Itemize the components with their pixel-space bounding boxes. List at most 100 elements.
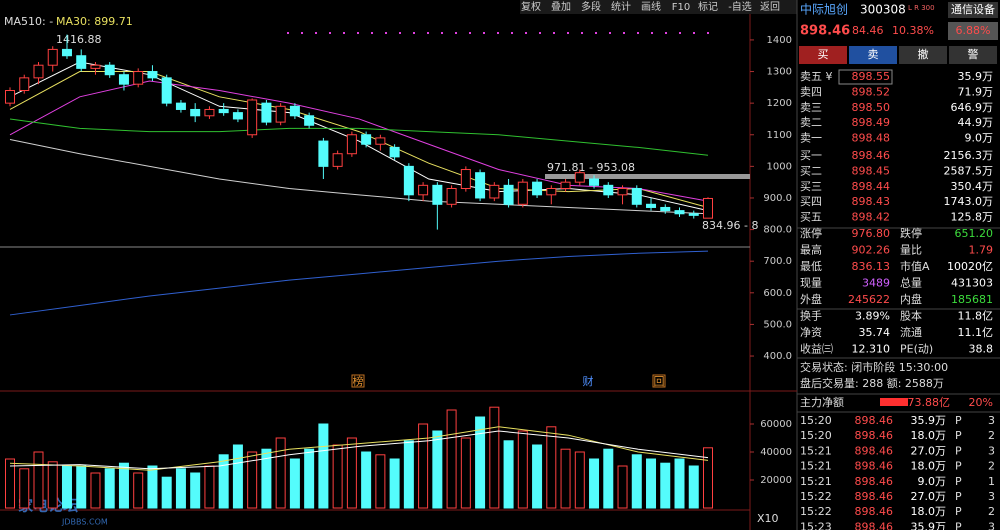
order-volume: 125.8万 (951, 211, 994, 224)
tick-flag: P (955, 460, 962, 473)
order-level: 买一 (800, 149, 822, 162)
toolbar-button[interactable]: F10 (672, 2, 690, 13)
candle-body (275, 105, 286, 123)
toolbar-button[interactable]: 画线 (641, 0, 661, 13)
order-level: 卖四 (800, 85, 822, 98)
dot (539, 32, 541, 34)
order-price: 898.48 (852, 132, 891, 145)
order-volume: 2156.3万 (944, 149, 994, 162)
candle-body (688, 213, 699, 216)
status: 盘后交易量: 288 额: 2588万 (800, 376, 944, 390)
tick-price: 898.46 (855, 520, 894, 530)
range-band (545, 174, 750, 179)
volume-bar (532, 444, 543, 509)
annotation: 1416.88 (56, 33, 102, 46)
last-price: 898.46 (800, 24, 850, 39)
dot (497, 32, 499, 34)
dot (553, 32, 555, 34)
dot (595, 32, 597, 34)
toolbar-button[interactable]: 返回 (760, 1, 780, 13)
trade-button-label[interactable]: 卖 (868, 48, 879, 61)
toolbar-button[interactable]: 标记 (698, 1, 718, 13)
volume-bar (161, 476, 172, 509)
tick-price: 898.46 (855, 475, 894, 488)
dot (693, 32, 695, 34)
stat-label: 流通 (900, 325, 922, 339)
y-tick-label: 1400 (767, 35, 792, 46)
tick-price: 898.46 (855, 490, 894, 503)
volume-bar (503, 440, 514, 509)
tick-volume: 18.0万 (911, 460, 947, 473)
trade-button[interactable] (849, 46, 897, 64)
dot (455, 32, 457, 34)
badge: L R 300 (908, 4, 935, 12)
trade-button[interactable] (799, 46, 847, 64)
flow-bar (880, 398, 908, 406)
candle-body (161, 77, 172, 104)
candle-body (503, 184, 514, 205)
stat-label: 量比 (900, 244, 922, 257)
y-tick-label: 500.0 (763, 319, 792, 330)
order-level: 买三 (800, 180, 822, 193)
volume-bar (574, 451, 585, 509)
trade-button[interactable] (949, 46, 997, 64)
volume-bar (19, 468, 30, 509)
volume-bar (460, 437, 471, 509)
candle-body (133, 71, 144, 85)
stat-value: 38.8 (969, 343, 994, 356)
stat-value: 11.1亿 (958, 326, 994, 339)
candle-body (517, 181, 528, 205)
volume-bar (90, 472, 101, 509)
y-tick-label: 900.0 (763, 193, 792, 204)
change: 84.46 (852, 24, 884, 37)
toolbar-button[interactable]: 叠加 (551, 1, 571, 13)
volume-bar (232, 444, 243, 509)
ma-legend: MA30: 899.71 (56, 15, 133, 28)
stat-value: 651.20 (955, 227, 994, 240)
candle-body (90, 64, 101, 69)
tick-count: 3 (988, 490, 995, 503)
volume-bar (603, 448, 614, 509)
candle-body (703, 197, 713, 219)
toolbar-button[interactable]: 统计 (611, 0, 631, 13)
candle-body (147, 71, 158, 79)
volume-bar (688, 465, 699, 509)
toolbar-button[interactable]: 复权 (521, 0, 541, 13)
volume-bar (304, 448, 315, 509)
tick-price: 898.46 (855, 414, 894, 427)
toolbar-button[interactable]: -自选 (728, 0, 752, 13)
candle-body (617, 187, 628, 196)
sector-pct: 6.88% (956, 24, 991, 37)
stat-value: 3.89% (855, 310, 890, 323)
candle-body (432, 184, 443, 205)
volume-bar (703, 447, 713, 509)
marker[interactable]: 榜 (353, 374, 364, 388)
watermark: JDBBS.COM (61, 518, 108, 527)
volume-ma-line (9, 426, 709, 471)
candle-body (261, 102, 272, 123)
volume-bar (175, 468, 186, 509)
trade-button-label[interactable]: 警 (968, 47, 979, 61)
marker-box (351, 374, 365, 388)
trade-button-label[interactable]: 撤 (918, 47, 929, 61)
dot (609, 32, 611, 34)
stat-value: 902.26 (852, 244, 891, 257)
volume-bar (190, 472, 201, 509)
tick-price: 898.46 (855, 460, 894, 473)
y-tick-label: 600.0 (763, 288, 792, 299)
marker[interactable]: 财 (583, 374, 594, 388)
volume-bar (546, 426, 557, 509)
trade-button-label[interactable]: 买 (818, 48, 829, 61)
trade-button[interactable] (899, 46, 947, 64)
tick-price: 898.46 (855, 505, 894, 518)
order-volume: 646.9万 (951, 101, 994, 114)
marker[interactable]: 回 (654, 375, 665, 388)
tick-count: 2 (988, 505, 995, 518)
candle-body (532, 181, 543, 196)
volume-bar (76, 465, 87, 509)
toolbar-button[interactable]: 多段 (581, 0, 601, 13)
y-tick-label: 1300 (767, 67, 792, 78)
stat-label: 外盘 (800, 292, 822, 306)
volume-bar (204, 465, 215, 509)
